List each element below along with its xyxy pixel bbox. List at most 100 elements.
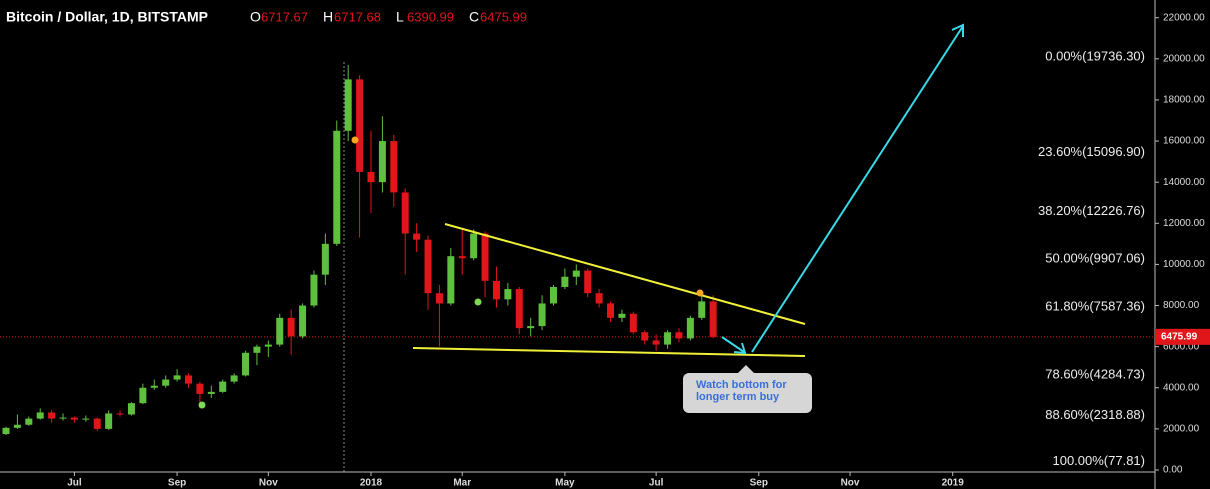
- candle-body: [424, 239, 432, 294]
- y-tick-label: 18000.00: [1163, 95, 1205, 106]
- y-tick-label: 12000.00: [1163, 218, 1205, 229]
- ohlc-value: 6390.99: [407, 9, 454, 24]
- candle-body: [595, 293, 603, 304]
- x-tick-label: May: [555, 478, 575, 489]
- candle-body: [150, 385, 158, 388]
- marker: [351, 136, 359, 144]
- fib-label: 61.80%(7587.36): [1045, 298, 1145, 313]
- candle-body: [698, 301, 706, 318]
- trend-line: [444, 223, 806, 325]
- candle-body: [435, 293, 443, 304]
- ohlc-value: 6475.99: [480, 9, 527, 24]
- candle-body: [333, 130, 341, 244]
- x-tick-label: Nov: [841, 478, 860, 489]
- candle-body: [629, 313, 637, 333]
- x-tick-label: Jul: [649, 478, 664, 489]
- y-tick-label: 14000.00: [1163, 177, 1205, 188]
- candle-body: [492, 280, 500, 300]
- candle-body: [344, 79, 352, 131]
- fib-label: 38.20%(12226.76): [1038, 203, 1145, 218]
- candle-body: [82, 418, 90, 420]
- y-tick-label: 0.00: [1163, 465, 1183, 476]
- candle-body: [13, 424, 21, 428]
- candle-body: [515, 289, 523, 329]
- ohlc-label: C: [469, 9, 479, 25]
- y-tick-label: 8000.00: [1163, 300, 1200, 311]
- y-tick-label: 10000.00: [1163, 259, 1205, 270]
- candle-body: [242, 352, 250, 376]
- candle-body: [230, 375, 238, 382]
- candle-body: [652, 340, 660, 345]
- candle-body: [538, 303, 546, 327]
- candle-body: [196, 383, 204, 394]
- candle-body: [549, 287, 557, 304]
- candle-body: [173, 375, 181, 380]
- marker: [474, 298, 482, 306]
- marker: [198, 401, 206, 409]
- candle-body: [584, 270, 592, 294]
- candle-body: [184, 375, 192, 384]
- fib-label: 23.60%(15096.90): [1038, 144, 1145, 159]
- candle-body: [356, 79, 364, 172]
- ohlc-label: O: [250, 9, 261, 25]
- candle-body: [253, 346, 261, 353]
- candle-body: [207, 391, 215, 394]
- candle-body: [116, 413, 124, 415]
- ohlc-label: L: [396, 9, 404, 25]
- candle-body: [447, 256, 455, 304]
- x-tick-label: 2019: [942, 478, 965, 489]
- candle-body: [378, 141, 386, 183]
- candle-body: [527, 326, 535, 329]
- annotation: Watch bottom for longer term buy: [683, 373, 812, 413]
- fib-label: 100.00%(77.81): [1052, 453, 1145, 468]
- candle-body: [70, 417, 78, 420]
- plot: [0, 64, 1155, 436]
- candle-body: [367, 171, 375, 183]
- candle-body: [25, 418, 33, 425]
- trend-line: [412, 347, 806, 357]
- y-tick-label: 16000.00: [1163, 136, 1205, 147]
- candle-body: [572, 270, 580, 277]
- fib-label: 50.00%(9907.06): [1045, 251, 1145, 266]
- candle-body: [287, 317, 295, 337]
- candle-body: [664, 332, 672, 345]
- candle-body: [470, 233, 478, 259]
- candle-body: [413, 233, 421, 240]
- y-tick-label: 4000.00: [1163, 382, 1200, 393]
- candle-body: [709, 301, 717, 337]
- marker: [696, 289, 704, 297]
- candle-body: [481, 233, 489, 281]
- candle-body: [504, 289, 512, 300]
- candle-body: [264, 344, 272, 347]
- arrows: [721, 23, 964, 355]
- candle-body: [93, 418, 101, 429]
- candle-body: [321, 243, 329, 275]
- candle-body: [36, 412, 44, 419]
- candle-body: [607, 303, 615, 318]
- ohlc-label: H: [323, 9, 333, 25]
- x-tick-label: 2018: [360, 478, 383, 489]
- candle-body: [299, 305, 307, 337]
- candle-body: [618, 313, 626, 318]
- candle-body: [139, 387, 147, 404]
- candle-body: [686, 317, 694, 339]
- candle-body: [561, 276, 569, 288]
- x-tick-label: Mar: [453, 478, 471, 489]
- y-tick-label: 22000.00: [1163, 12, 1205, 23]
- candle-body: [390, 141, 398, 193]
- y-tick-label: 2000.00: [1163, 424, 1200, 435]
- candle-body: [105, 413, 113, 429]
- chart-title: Bitcoin / Dollar, 1D, BITSTAMP: [6, 9, 208, 25]
- candle-body: [675, 332, 683, 339]
- fib-label: 0.00%(19736.30): [1045, 49, 1145, 64]
- candle-body: [310, 274, 318, 306]
- candle-body: [641, 332, 649, 341]
- candle-body: [2, 427, 10, 435]
- x-tick-label: Sep: [168, 478, 186, 489]
- ohlc-value: 6717.67: [261, 9, 308, 24]
- fib-label: 78.60%(4284.73): [1045, 366, 1145, 381]
- x-tick-label: Jul: [67, 478, 82, 489]
- price-tag-label: 6475.99: [1161, 331, 1198, 342]
